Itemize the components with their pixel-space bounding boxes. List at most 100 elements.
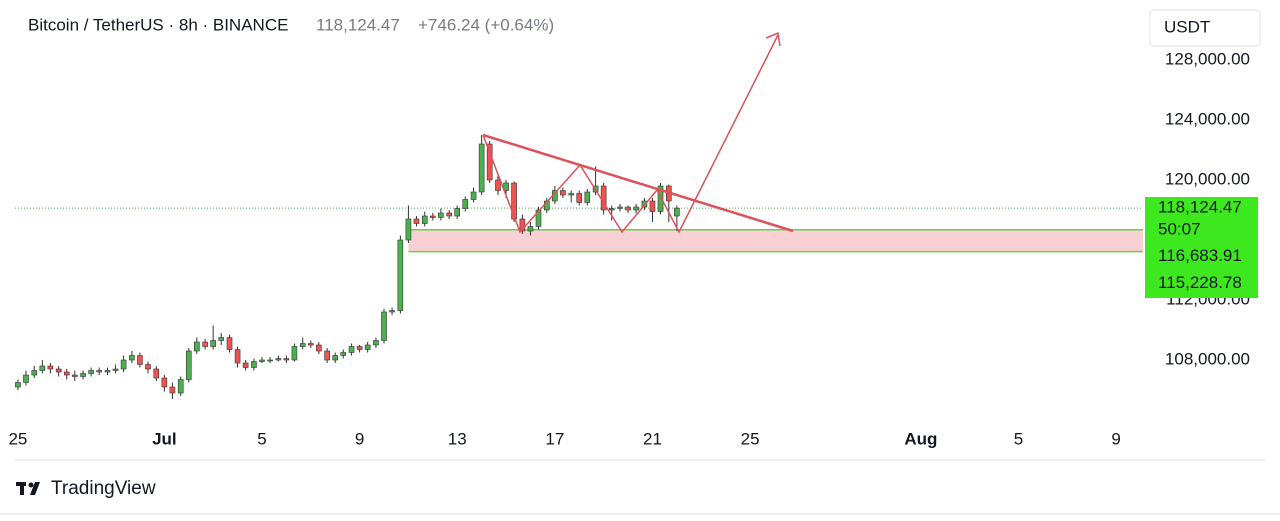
candle-body bbox=[316, 344, 322, 352]
x-tick-label: 5 bbox=[1014, 429, 1023, 448]
candle-body bbox=[486, 143, 493, 181]
candle-body bbox=[169, 386, 176, 394]
pattern-path bbox=[482, 34, 779, 234]
candle-body bbox=[568, 193, 574, 196]
candle-body bbox=[332, 355, 338, 361]
candle-body bbox=[210, 340, 216, 347]
arrow-head bbox=[765, 31, 781, 47]
candle-body bbox=[511, 182, 517, 220]
last-price-label: 118,124.47 bbox=[1158, 198, 1242, 217]
price-labels: 118,124.47 50:07 116,683.91 115,228.78 bbox=[1145, 197, 1258, 298]
currency-button[interactable] bbox=[1149, 9, 1261, 47]
candle-body bbox=[527, 226, 534, 232]
candle-body bbox=[348, 346, 355, 353]
trend-line bbox=[482, 133, 794, 233]
candle-body bbox=[560, 190, 566, 196]
support-zone bbox=[408, 229, 1143, 252]
x-tick-label: 9 bbox=[355, 429, 364, 448]
candle-body bbox=[275, 358, 282, 361]
header-price: 118,124.47 bbox=[316, 15, 400, 34]
candle-body bbox=[185, 350, 192, 380]
y-tick-label: 120,000.00 bbox=[1165, 169, 1250, 188]
candle-body bbox=[356, 346, 363, 350]
candle-body bbox=[291, 346, 298, 361]
candle-body bbox=[88, 370, 94, 374]
currency[interactable]: USDT bbox=[1164, 17, 1210, 36]
candle-body bbox=[283, 358, 290, 361]
y-tick-label: 124,000.00 bbox=[1165, 109, 1250, 128]
candle-body bbox=[430, 215, 436, 218]
plot bbox=[15, 59, 1150, 400]
candle-body bbox=[137, 355, 143, 365]
candle-body bbox=[145, 364, 151, 370]
candle-body bbox=[226, 337, 233, 350]
countdown: 50:07 bbox=[1158, 220, 1201, 239]
candle-body bbox=[478, 143, 485, 193]
x-tick-label: 25 bbox=[741, 429, 760, 448]
candle-body bbox=[47, 365, 54, 370]
candle-body bbox=[23, 374, 29, 383]
candle-body bbox=[259, 359, 265, 362]
candle-body bbox=[625, 206, 631, 211]
price-label-box bbox=[1145, 197, 1258, 298]
candle-body bbox=[194, 341, 200, 352]
x-tick-label: Aug bbox=[904, 429, 937, 448]
candle-body bbox=[657, 185, 664, 212]
y-tick-label: 128,000.00 bbox=[1165, 49, 1250, 68]
candle-body bbox=[177, 379, 184, 394]
logo bbox=[16, 482, 40, 495]
candle-body bbox=[80, 373, 86, 377]
brand: TradingView bbox=[51, 478, 156, 499]
candle-body bbox=[470, 191, 477, 200]
candle-body bbox=[71, 374, 78, 377]
candle-body bbox=[340, 352, 347, 356]
candle-body bbox=[15, 382, 21, 388]
symbol-title: Bitcoin / TetherUS · 8h · BINANCE bbox=[28, 15, 288, 34]
candle-body bbox=[389, 310, 395, 313]
candle-body bbox=[438, 212, 444, 218]
zone-top-label: 116,683.91 bbox=[1158, 246, 1242, 265]
candle-body bbox=[31, 370, 38, 376]
candle-body bbox=[413, 218, 420, 224]
zone-bottom-label: 115,228.78 bbox=[1158, 273, 1242, 292]
candle-body bbox=[633, 206, 639, 211]
candle-body bbox=[405, 218, 412, 241]
candle-body bbox=[446, 212, 452, 217]
logo-mark bbox=[28, 482, 34, 488]
candle-body bbox=[267, 359, 273, 362]
candle-body bbox=[649, 200, 656, 212]
candle-body bbox=[307, 343, 314, 346]
candle-body bbox=[576, 193, 583, 203]
candle-body bbox=[381, 311, 387, 341]
candle-body bbox=[364, 344, 371, 350]
candle-body bbox=[161, 377, 168, 388]
x-tick-label: 21 bbox=[643, 429, 662, 448]
candle-body bbox=[55, 368, 62, 373]
candle-body bbox=[63, 371, 70, 376]
logo-mark bbox=[20, 482, 24, 495]
candle-body bbox=[242, 362, 249, 368]
drawings bbox=[482, 31, 794, 234]
candle-body bbox=[153, 368, 160, 379]
candle-body bbox=[299, 343, 306, 347]
candle-body bbox=[112, 368, 119, 371]
candle-body bbox=[251, 361, 257, 368]
candle-body bbox=[324, 350, 330, 361]
candle-body bbox=[462, 199, 469, 209]
x-tick-label: 17 bbox=[545, 429, 564, 448]
candle-body bbox=[39, 365, 46, 371]
x-tick-label: 13 bbox=[448, 429, 467, 448]
candle-body bbox=[584, 191, 591, 203]
x-tick-label: 25 bbox=[8, 429, 27, 448]
candle-body bbox=[373, 340, 379, 346]
candle-body bbox=[234, 349, 241, 364]
header-change: +746.24 (+0.64%) bbox=[418, 15, 554, 34]
candle-body bbox=[454, 208, 461, 217]
candle-body bbox=[535, 209, 542, 227]
x-tick-label: 9 bbox=[1111, 429, 1120, 448]
x-tick-label: 5 bbox=[257, 429, 266, 448]
candle-body bbox=[674, 207, 680, 217]
candle-body bbox=[617, 206, 623, 209]
logo-mark bbox=[30, 482, 40, 495]
